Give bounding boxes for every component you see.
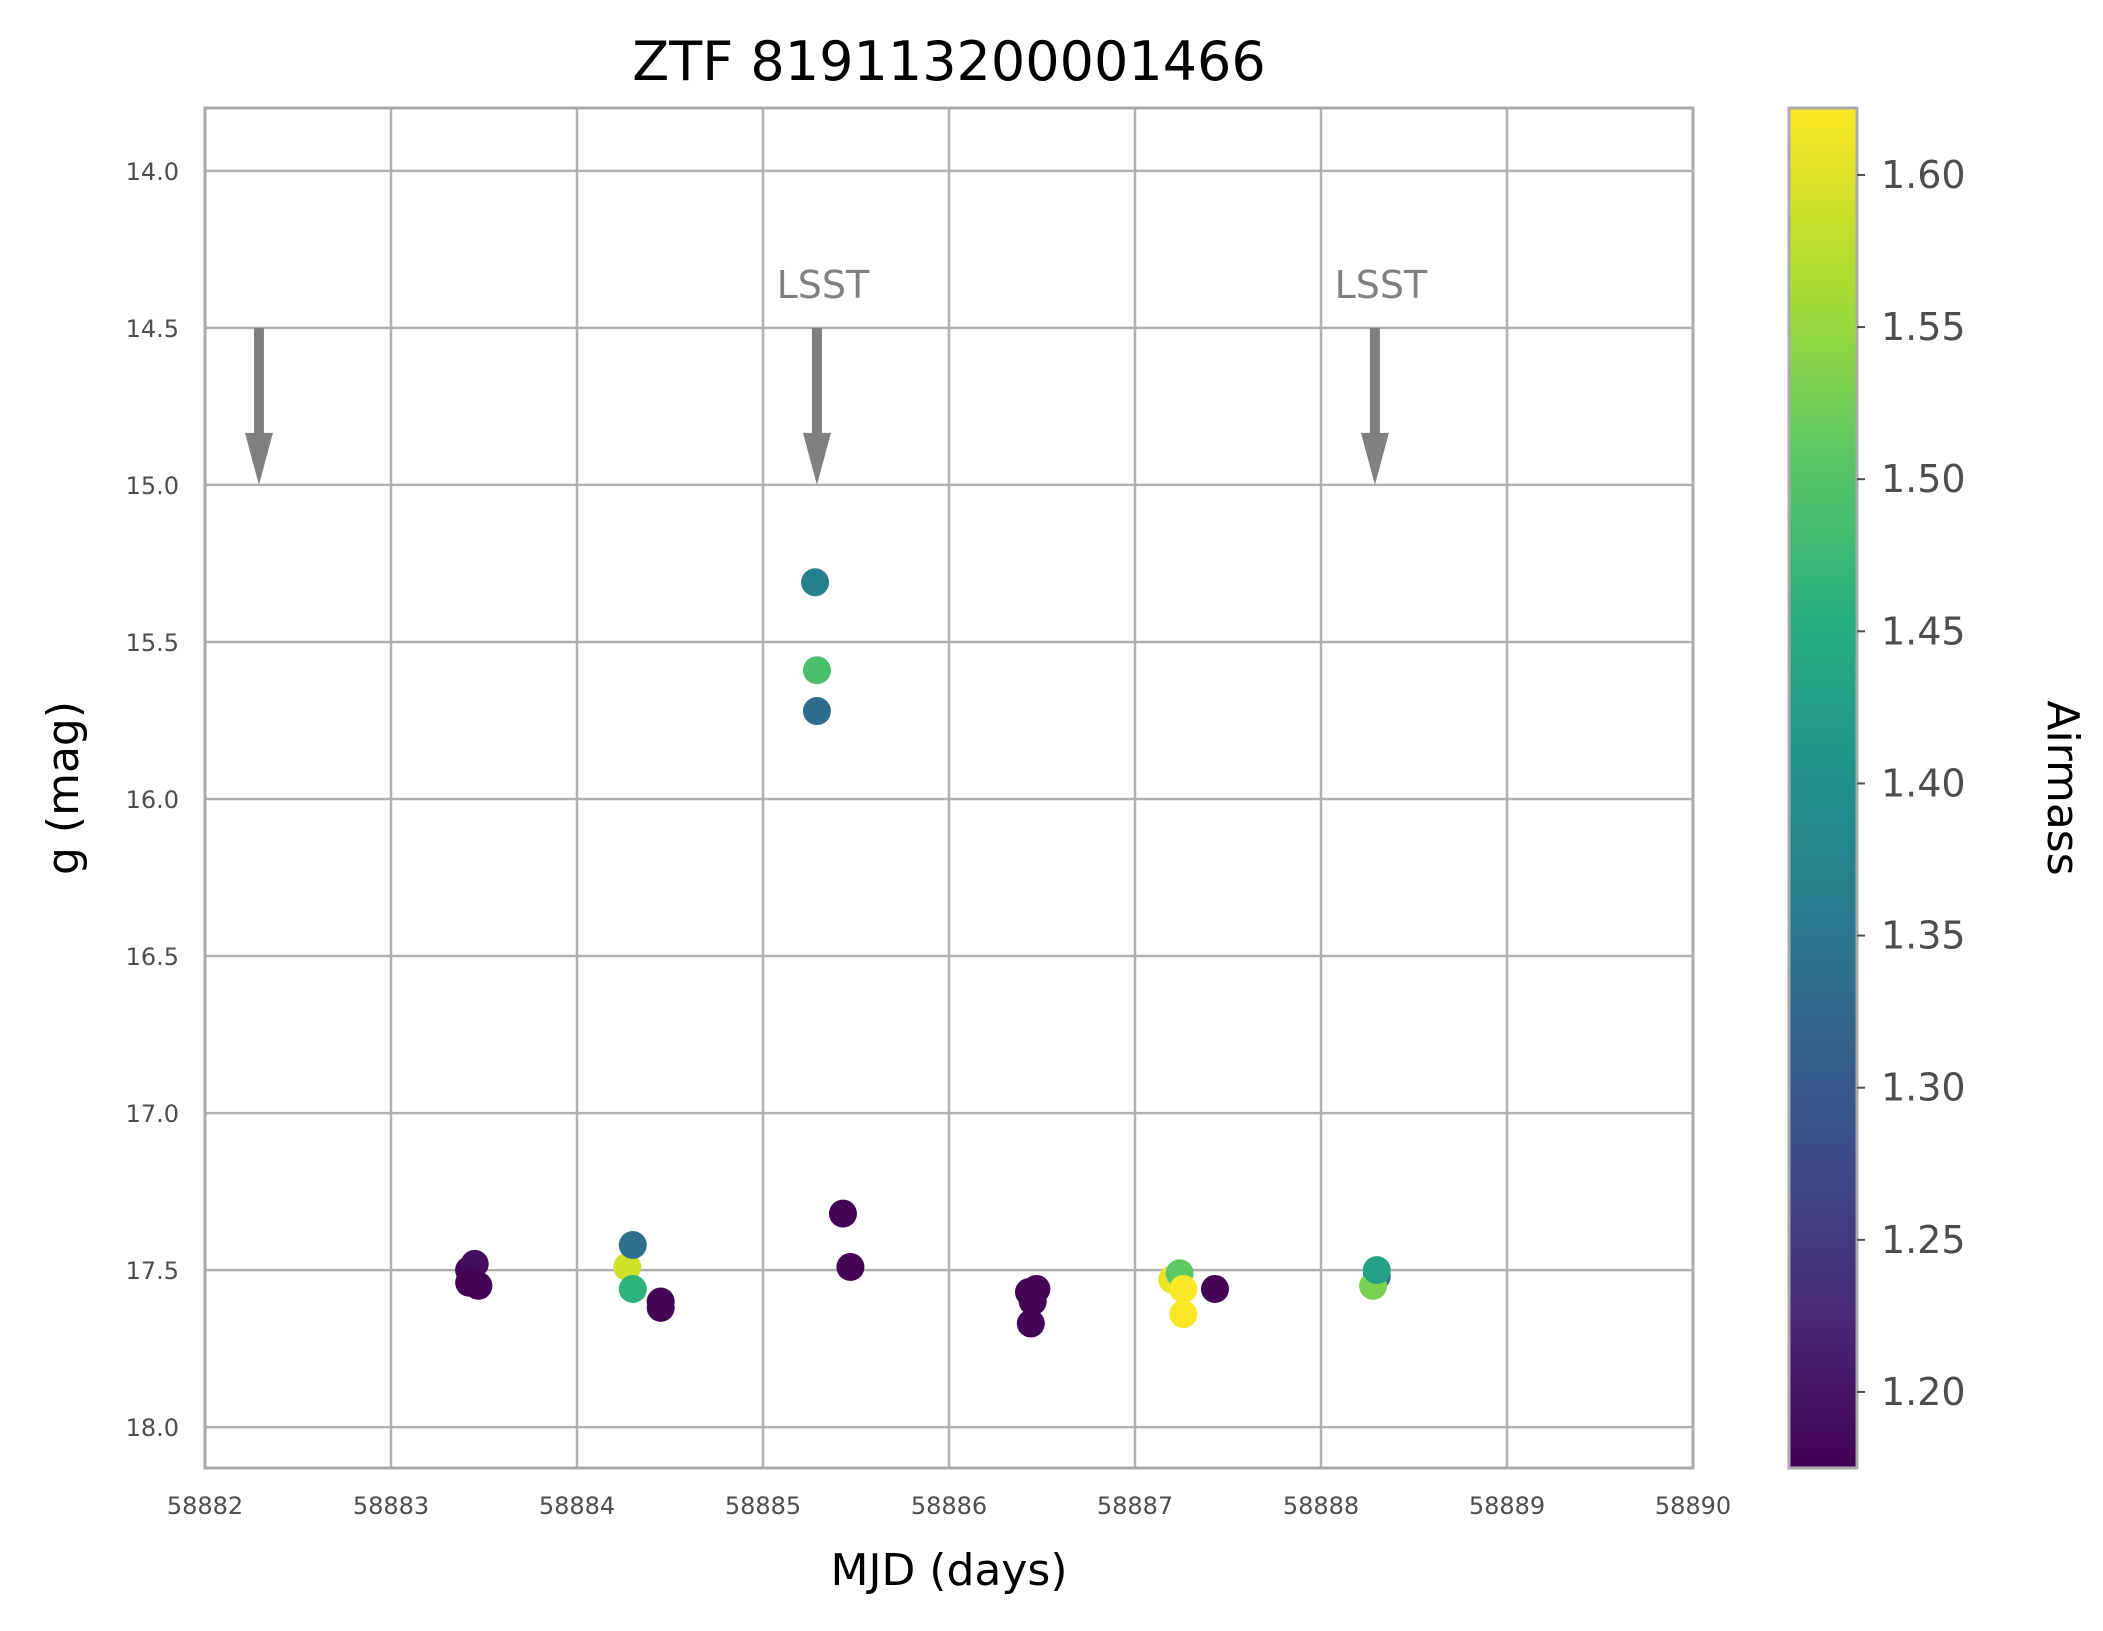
colorbar-tick-label: 1.55 xyxy=(1881,305,1966,349)
y-axis-ticks: 14.0 14.5 15.0 15.5 16.0 16.5 17.0 17.5 18.0 xyxy=(126,158,179,1442)
x-tick-label: 58885 xyxy=(725,1492,801,1520)
data-point xyxy=(1169,1274,1198,1303)
x-tick-label: 58888 xyxy=(1283,1492,1359,1520)
data-point xyxy=(613,1252,642,1281)
colorbar-tick-label: 1.40 xyxy=(1881,761,1966,805)
colorbar-tick-label: 1.20 xyxy=(1881,1370,1966,1414)
x-axis-label: MJD (days) xyxy=(831,1545,1068,1596)
data-point xyxy=(1362,1256,1391,1285)
y-axis-label: g (mag) xyxy=(38,701,89,875)
data-point xyxy=(464,1271,493,1300)
plot-area-frame xyxy=(203,106,1695,1470)
y-tick-label: 15.0 xyxy=(126,472,179,500)
annotation-label: LSST xyxy=(1335,263,1428,307)
colorbar-tick-label: 1.50 xyxy=(1881,457,1966,501)
colorbar-tick-label: 1.35 xyxy=(1881,914,1966,958)
annotation-arrow xyxy=(244,327,273,485)
colorbar-ticks: 1.20 1.25 1.30 1.35 1.40 1.45 1.50 1.55 1.60 xyxy=(1857,153,1966,1414)
annotation-label: LSST xyxy=(777,263,870,307)
x-tick-label: 58882 xyxy=(167,1492,243,1520)
data-point xyxy=(618,1274,647,1303)
x-tick-label: 58890 xyxy=(1655,1492,1731,1520)
annotation-arrow: LSST xyxy=(777,263,870,485)
colorbar-tick-label: 1.45 xyxy=(1881,609,1966,653)
x-tick-label: 58886 xyxy=(911,1492,987,1520)
annotation-arrow: LSST xyxy=(1335,263,1428,485)
data-point xyxy=(1200,1274,1229,1303)
data-point xyxy=(828,1199,857,1228)
x-axis-ticks: 58882 58883 58884 58885 58886 58887 58888 58889… xyxy=(167,1492,1731,1520)
y-tick-label: 15.5 xyxy=(126,629,179,657)
data-point xyxy=(1016,1309,1045,1338)
data-points xyxy=(455,568,1391,1338)
axes-frame xyxy=(203,106,1695,1470)
x-tick-label: 58883 xyxy=(353,1492,429,1520)
y-tick-label: 16.0 xyxy=(126,786,179,814)
y-tick-label: 17.5 xyxy=(126,1257,179,1285)
y-tick-label: 16.5 xyxy=(126,943,179,971)
colorbar-label: Airmass xyxy=(2037,700,2088,875)
x-tick-label: 58887 xyxy=(1097,1492,1173,1520)
x-tick-label: 58884 xyxy=(539,1492,615,1520)
colorbar-tick-label: 1.25 xyxy=(1881,1218,1966,1262)
colorbar-tick-label: 1.30 xyxy=(1881,1066,1966,1110)
arrow-head xyxy=(244,432,273,485)
data-point xyxy=(801,568,830,597)
data-point xyxy=(618,1230,647,1259)
y-tick-label: 14.0 xyxy=(126,158,179,186)
arrow-head xyxy=(802,432,831,485)
colorbar: 1.20 1.25 1.30 1.35 1.40 1.45 1.50 1.55 1.60 Air… xyxy=(1787,106,2088,1470)
data-point xyxy=(1169,1300,1198,1329)
data-point xyxy=(646,1293,675,1322)
y-tick-label: 14.5 xyxy=(126,315,179,343)
arrow-head xyxy=(1360,432,1389,485)
y-tick-label: 17.0 xyxy=(126,1100,179,1128)
data-point xyxy=(802,697,831,726)
chart-title: ZTF 819113200001466 xyxy=(632,30,1266,93)
data-point xyxy=(1018,1287,1047,1316)
annotation-arrows: LSST LSST xyxy=(244,263,1428,485)
grid-lines xyxy=(203,108,1695,1468)
colorbar-gradient xyxy=(1787,106,1859,1470)
data-point xyxy=(836,1252,865,1281)
y-tick-label: 18.0 xyxy=(126,1414,179,1442)
data-point xyxy=(802,656,831,685)
x-tick-label: 58889 xyxy=(1469,1492,1545,1520)
colorbar-tick-label: 1.60 xyxy=(1881,153,1966,197)
